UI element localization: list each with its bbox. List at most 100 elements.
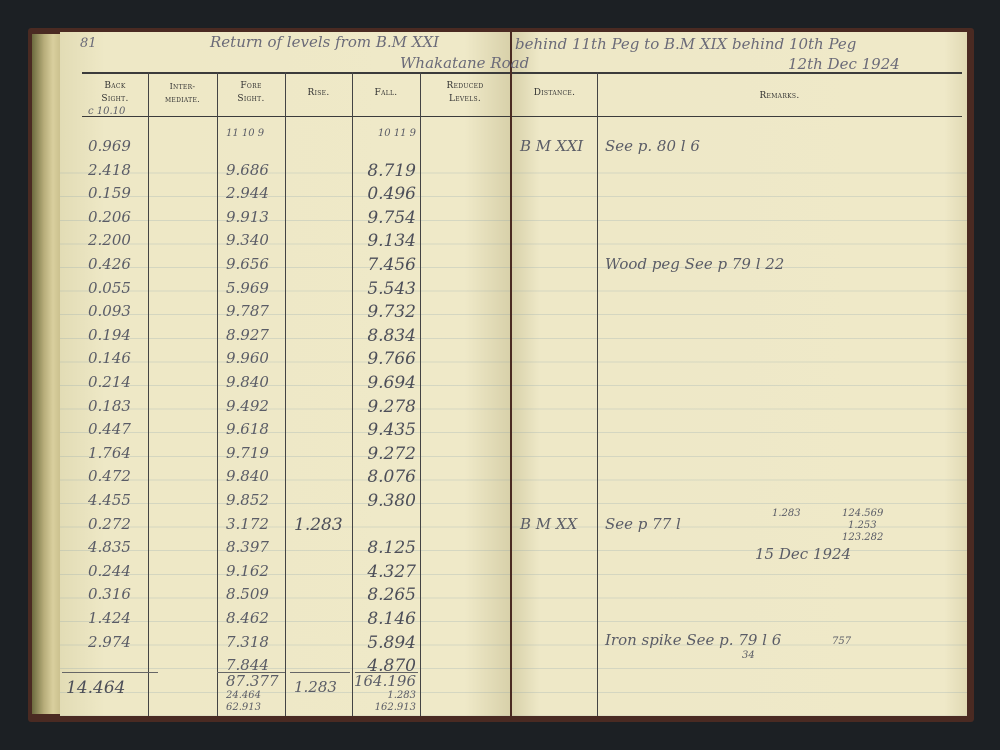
header-rule-bottom-right bbox=[512, 116, 962, 117]
spike-note: 757 bbox=[832, 635, 852, 647]
fore-sight-value: 9.492 bbox=[226, 396, 269, 415]
right-page bbox=[512, 32, 967, 716]
total-fall-diff: 162.913 bbox=[374, 701, 416, 713]
total-fore-sight: 87.377 bbox=[226, 671, 279, 690]
fall-value: 9.754 bbox=[367, 207, 416, 228]
back-sight-value: 2.974 bbox=[88, 632, 131, 651]
distance-value: B M XXI bbox=[520, 137, 584, 155]
back-sight-value: 0.055 bbox=[88, 278, 131, 297]
back-sight-value: 0.244 bbox=[88, 561, 131, 580]
fall-value: 10 11 9 bbox=[377, 128, 416, 139]
fall-value: 9.694 bbox=[367, 373, 416, 393]
page-edges bbox=[32, 34, 62, 714]
back-sight-value: 0.316 bbox=[88, 585, 131, 604]
back-sight-value: 2.200 bbox=[88, 231, 131, 250]
column-divider bbox=[597, 72, 598, 716]
remark-text: See p 77 l bbox=[605, 514, 681, 533]
back-sight-value: 0.472 bbox=[88, 467, 131, 486]
back-sight-value: 1.424 bbox=[88, 609, 131, 627]
total-back-sight: 14.464 bbox=[66, 677, 126, 698]
fall-value: 4.870 bbox=[367, 656, 416, 677]
total-underline bbox=[355, 671, 418, 673]
header-intermediate: Inter-mediate. bbox=[164, 82, 201, 104]
back-sight-note: c 10.10 bbox=[88, 106, 126, 117]
calc-line: 123.282 bbox=[842, 531, 884, 543]
spike-note: 34 bbox=[742, 649, 755, 661]
header-rise: Rise. bbox=[307, 88, 330, 98]
fore-sight-value: 9.656 bbox=[226, 255, 269, 273]
fall-value: 9.134 bbox=[367, 231, 416, 252]
remark-text: Wood peg See p 79 l 22 bbox=[605, 255, 785, 273]
fall-value: 8.834 bbox=[367, 325, 416, 346]
fall-value: 8.719 bbox=[367, 160, 416, 181]
column-divider bbox=[352, 72, 353, 716]
total-underline bbox=[217, 671, 285, 673]
fall-value: 8.125 bbox=[367, 538, 416, 559]
fore-sight-value: 9.840 bbox=[226, 373, 269, 391]
back-sight-value: 0.146 bbox=[88, 349, 131, 368]
header-rule-top-right bbox=[512, 72, 962, 74]
fall-value: 9.435 bbox=[367, 420, 416, 441]
back-sight-value: 0.093 bbox=[88, 302, 131, 321]
fore-sight-value: 9.686 bbox=[226, 160, 269, 179]
fall-value: 7.456 bbox=[367, 255, 416, 275]
fall-value: 9.278 bbox=[367, 396, 416, 417]
fall-value: 0.496 bbox=[367, 184, 416, 205]
remark-date: 15 Dec 1924 bbox=[755, 544, 852, 563]
rise-value: 1.283 bbox=[294, 514, 343, 535]
column-divider bbox=[285, 72, 286, 716]
fall-value: 9.766 bbox=[367, 349, 416, 370]
fall-value: 8.076 bbox=[367, 467, 416, 488]
fore-sight-value: 9.618 bbox=[226, 420, 269, 439]
fore-sight-value: 9.960 bbox=[226, 349, 269, 368]
header-rule-bottom bbox=[82, 116, 510, 117]
fore-sight-value: 5.969 bbox=[226, 278, 269, 297]
back-sight-value: 0.159 bbox=[88, 184, 131, 203]
column-divider bbox=[217, 72, 218, 716]
fall-value: 8.146 bbox=[367, 609, 416, 629]
calc-rise: 1.283 bbox=[772, 507, 801, 519]
back-sight-value: 0.183 bbox=[88, 396, 131, 415]
title-left: Return of levels from B.M XXI bbox=[210, 33, 440, 51]
total-fall: 164.196 bbox=[353, 671, 416, 690]
fall-value: 9.732 bbox=[367, 302, 416, 323]
road-name: Whakatane Road bbox=[400, 54, 530, 72]
column-divider bbox=[420, 72, 421, 716]
back-sight-value: 0.426 bbox=[88, 255, 131, 273]
total-fore-sight-sub: 24.464 bbox=[226, 689, 261, 701]
fore-sight-value: 3.172 bbox=[226, 514, 269, 533]
back-sight-value: 0.447 bbox=[88, 420, 131, 439]
distance-value: B M XX bbox=[520, 514, 578, 533]
fall-value: 9.380 bbox=[367, 491, 416, 511]
header-fall: Fall. bbox=[374, 88, 398, 98]
remark-text: See p. 80 l 6 bbox=[605, 137, 700, 155]
header-date: 12th Dec 1924 bbox=[788, 55, 900, 73]
back-sight-value: 4.455 bbox=[88, 491, 131, 509]
total-underline bbox=[290, 671, 350, 673]
fore-sight-value: 9.340 bbox=[226, 231, 269, 250]
back-sight-value: 0.206 bbox=[88, 207, 131, 226]
back-sight-value: 4.835 bbox=[88, 538, 131, 557]
header-rule-top bbox=[82, 72, 510, 74]
fore-sight-value: 9.719 bbox=[226, 443, 269, 462]
fore-sight-value: 9.162 bbox=[226, 561, 269, 580]
fore-sight-value: 11 10 9 bbox=[226, 128, 265, 139]
fore-sight-value: 8.509 bbox=[226, 585, 269, 604]
back-sight-value: 0.272 bbox=[88, 514, 131, 533]
total-fall-sub: 1.283 bbox=[387, 689, 416, 701]
header-remarks: Remarks. bbox=[759, 91, 800, 101]
fall-value: 9.272 bbox=[367, 443, 416, 464]
total-rise: 1.283 bbox=[294, 677, 337, 696]
fore-sight-value: 7.318 bbox=[226, 632, 269, 651]
back-sight-value: 0.194 bbox=[88, 325, 131, 344]
title-right: behind 11th Peg to B.M XIX behind 10th P… bbox=[515, 35, 857, 53]
fore-sight-value: 8.397 bbox=[226, 538, 269, 557]
header-back-sight: Back Sight. bbox=[101, 81, 129, 104]
total-underline bbox=[62, 671, 158, 673]
back-sight-value: 0.214 bbox=[88, 373, 131, 391]
calc-line: 1.253 bbox=[848, 519, 877, 531]
fore-sight-value: 8.462 bbox=[226, 609, 269, 627]
header-fore-sight: Fore Sight. bbox=[237, 81, 265, 104]
header-reduced-levels: Reduced Levels. bbox=[446, 81, 484, 104]
fall-value: 8.265 bbox=[367, 585, 416, 606]
